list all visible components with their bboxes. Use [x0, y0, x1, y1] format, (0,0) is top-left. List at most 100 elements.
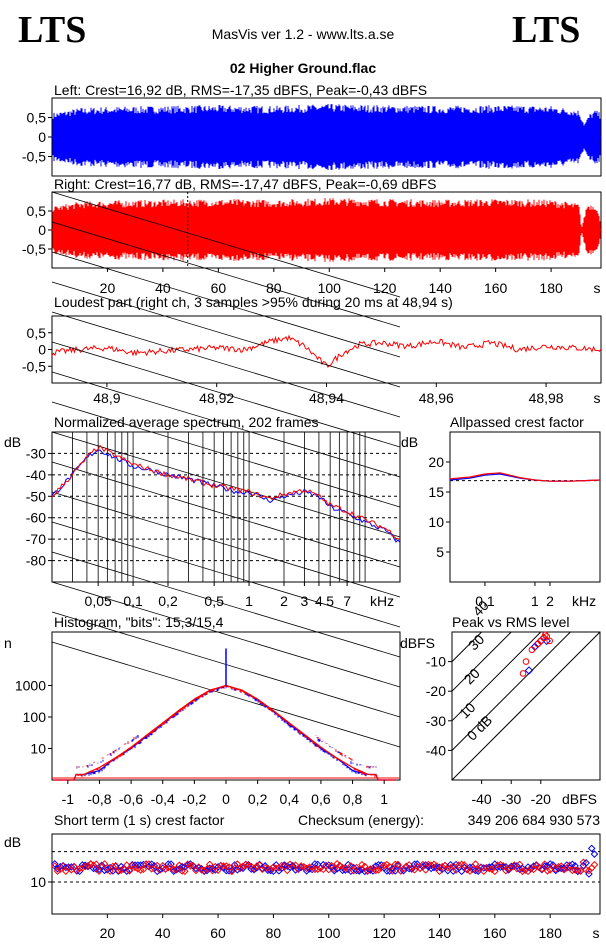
right-waveform-xtick-label: 160: [484, 280, 508, 296]
spectrum-slope-line: [51, 431, 401, 538]
short-crest-point-right: [264, 864, 272, 873]
short-crest-point-right: [374, 866, 383, 874]
short-crest-point-right: [53, 867, 62, 875]
peak-rms-point-right: [528, 646, 536, 654]
short-crest-point-right: [491, 867, 499, 876]
short-crest-point-right: [463, 865, 471, 874]
short-crest-point-right: [532, 861, 541, 870]
short-crest-point-left: [244, 860, 253, 869]
short-crest-point-right: [590, 860, 599, 869]
short-crest-point-left: [219, 864, 228, 872]
short-crest-point-right: [474, 865, 483, 873]
short-crest-point-left: [568, 860, 577, 869]
short-crest-point-right: [230, 864, 239, 873]
short-crest-ytick-label: 10: [30, 874, 46, 890]
histogram-bins-right: [75, 685, 377, 778]
short-crest-point-left: [283, 862, 292, 870]
short-crest-point-right: [161, 865, 170, 873]
short-crest-point-left: [228, 866, 236, 875]
short-crest-point-left: [153, 867, 161, 876]
left-waveform-ytick-label: 0,5: [27, 110, 47, 126]
logo-left: LTS: [18, 9, 87, 51]
short-crest-xtick-label: 160: [483, 925, 507, 941]
short-crest-point-right: [427, 861, 435, 870]
short-crest-point-left: [103, 865, 112, 874]
short-crest-xtick-label: 60: [210, 925, 226, 941]
short-crest-xtick-label: 140: [428, 925, 452, 941]
short-crest-point-left: [571, 862, 579, 870]
peak-rms-crest-line: [451, 631, 542, 722]
short-crest-point-left: [208, 864, 217, 873]
histogram-title: Histogram, "bits": 15,3/15,4: [54, 614, 224, 630]
short-crest-point-right: [432, 862, 441, 870]
short-crest-xtick-label: 100: [317, 925, 341, 941]
short-crest-point-right: [507, 863, 516, 872]
short-crest-point-left: [84, 862, 92, 871]
short-crest-point-right: [438, 862, 447, 871]
short-crest-point-right: [385, 862, 394, 871]
spectrum-grid: [51, 191, 401, 748]
peak-rms-title: Peak vs RMS level: [452, 614, 569, 630]
spectrum-ytick-label: -40: [26, 467, 46, 483]
right-waveform-ytick-label: 0,5: [27, 203, 47, 219]
histogram-ytick-label: 10: [30, 741, 46, 757]
short-crest-point-right: [333, 859, 341, 868]
short-crest-point-right: [139, 865, 148, 874]
short-crest-xunit-label: s: [593, 925, 600, 941]
peak-rms-crest-label: 20: [461, 665, 483, 687]
short-crest-point-left: [532, 861, 541, 869]
spectrum-slope-line: [51, 461, 401, 568]
histogram-xtick-label: 0,8: [343, 791, 363, 807]
short-crest-point-right: [413, 862, 422, 871]
crest-factor-ytick-label: 5: [436, 544, 444, 560]
loudest-xtick-label: 48,94: [309, 390, 344, 406]
short-crest-point-right: [526, 864, 535, 873]
short-crest-point-right: [78, 864, 87, 872]
short-crest-point-right: [518, 867, 527, 876]
spectrum-slope-line: [51, 551, 401, 658]
short-crest-point-right: [92, 860, 101, 868]
short-crest-point-left: [424, 862, 433, 871]
short-crest-point-left: [355, 867, 364, 875]
short-crest-point-right: [120, 865, 128, 874]
short-crest-point-right: [471, 860, 480, 868]
spectrum-xtick-label: 0,05: [85, 593, 112, 609]
short-crest-point-left: [344, 860, 352, 869]
short-crest-point-right: [111, 861, 120, 870]
app-title: MasVis ver 1.2 - www.lts.a.se: [211, 26, 395, 42]
short-crest-point-right: [504, 864, 513, 873]
peak-rms-crest-line: [451, 631, 512, 692]
spectrum-ytick-label: -30: [26, 445, 46, 461]
loudest-ytick-label: 0,5: [27, 325, 47, 341]
spectrum-slope-line: [51, 581, 401, 688]
histogram-ytick-label: 1000: [15, 678, 46, 694]
peak-rms-frame: [451, 631, 601, 781]
short-crest-point-right: [435, 867, 444, 876]
histogram-xtick-label: 0,6: [311, 791, 331, 807]
spectrum-xtick-label: 1: [245, 593, 253, 609]
crest-factor-xtick-label: 2: [546, 593, 554, 609]
short-crest-point-right: [585, 866, 593, 875]
short-crest-point-right: [194, 863, 203, 871]
peak-rms-point-left: [530, 642, 540, 652]
short-crest-point-right: [252, 862, 261, 870]
histogram-xtick-label: -0,4: [151, 791, 175, 807]
loudest-xunit-label: s: [594, 390, 601, 406]
short-crest-point-right: [86, 860, 95, 868]
histogram-xtick-label: -0,2: [182, 791, 206, 807]
right-waveform-xtick-label: 40: [155, 280, 171, 296]
spectrum-xtick-label: 4: [315, 593, 323, 609]
left-waveform-ytick-label: 0: [38, 129, 46, 145]
short-crest-point-right: [50, 862, 59, 870]
histogram-xtick-label: -0,6: [119, 791, 143, 807]
checksum-value: 349 206 684 930 573: [468, 812, 601, 828]
peak-rms-crest-line: [451, 631, 601, 781]
peak-rms-ytick-label: -30: [426, 713, 446, 729]
short-crest-point-right: [369, 864, 377, 873]
spectrum-xtick-label: 5: [326, 593, 334, 609]
spectrum-xtick-label: 7: [343, 593, 351, 609]
histogram-xtick-label: -1: [62, 791, 75, 807]
short-crest-point-left: [233, 865, 242, 874]
short-crest-point-right: [347, 862, 355, 870]
crest-factor-series-right: [449, 472, 601, 482]
